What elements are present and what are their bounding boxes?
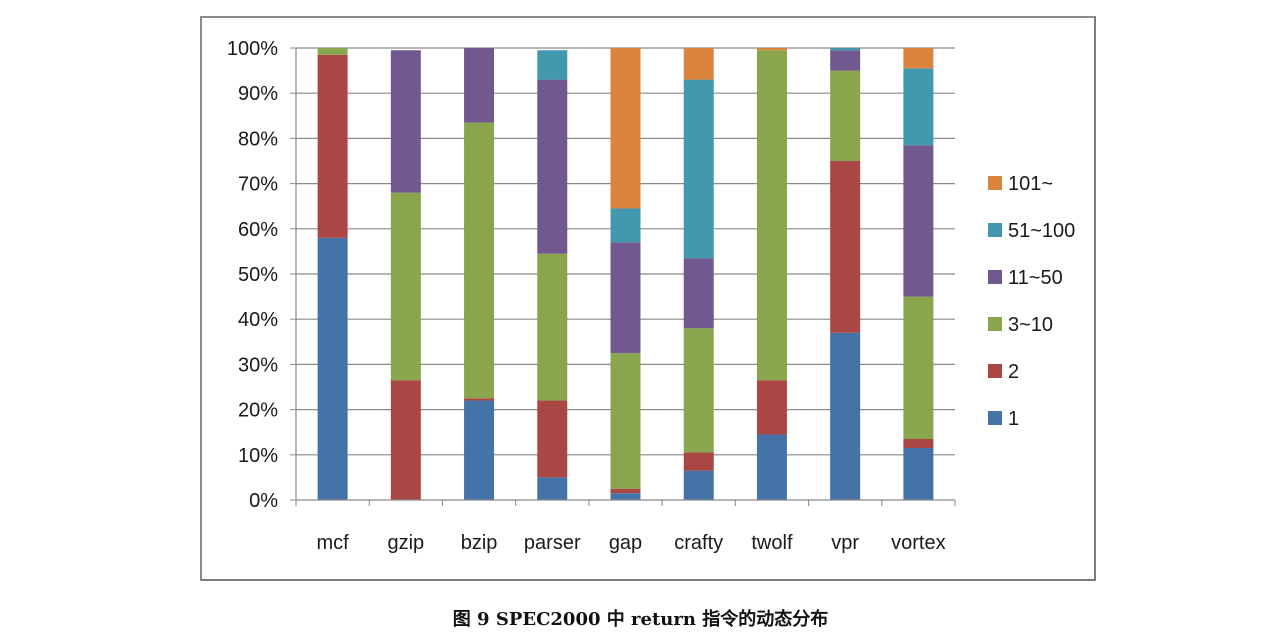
bar-segment [610, 208, 641, 243]
legend-swatch [988, 223, 1002, 237]
bar-segment [683, 79, 714, 259]
bar-segment [903, 448, 934, 500]
bar-segment [903, 296, 934, 439]
bar-segment [830, 161, 861, 333]
bar-segment [683, 328, 714, 453]
bar-segment [830, 48, 861, 51]
stacked-bar-chart: 0% 10% 20% 30% 40% 50% 60% 70% 80% 90% 100% mcf gzip… [227, 38, 1075, 554]
bar-segment [537, 400, 568, 478]
y-tick-label: 30% [238, 354, 278, 376]
legend-swatch [988, 364, 1002, 378]
bar-segment [537, 79, 568, 254]
bar-segment [903, 68, 934, 146]
bar-segment [464, 122, 495, 399]
bar-segment [903, 438, 934, 449]
bar-segment [390, 380, 421, 500]
bar-segment [390, 50, 421, 193]
y-tick-label: 40% [238, 309, 278, 331]
y-tick-label: 60% [238, 219, 278, 241]
bar-segment [610, 353, 641, 489]
legend-swatch [988, 411, 1002, 425]
bar-segment [756, 50, 787, 381]
bar-segment [537, 477, 568, 500]
x-tick-label: parser [524, 532, 581, 554]
legend-label: 2 [1008, 361, 1019, 383]
bar-segment [317, 48, 348, 55]
bar-segment [610, 493, 641, 500]
bars [317, 48, 934, 500]
bar-segment [756, 434, 787, 500]
y-tick-label: 20% [238, 400, 278, 422]
bar-segment [537, 50, 568, 80]
x-tick-label: crafty [674, 532, 723, 554]
x-tick-label: vortex [891, 532, 945, 554]
bar-segment [683, 48, 714, 80]
bar-segment [683, 258, 714, 329]
x-tick-label: vpr [831, 532, 859, 554]
legend-label: 51~100 [1008, 220, 1075, 242]
bar-segment [830, 50, 861, 71]
bar-segment [830, 70, 861, 161]
bar-segment [903, 48, 934, 69]
bar-segment [317, 237, 348, 500]
bar-segment [683, 452, 714, 471]
y-tick-label: 10% [238, 445, 278, 467]
y-tick-label: 70% [238, 174, 278, 196]
bar-segment [464, 48, 495, 123]
legend-swatch [988, 176, 1002, 190]
bar-segment [610, 488, 641, 494]
axes: 0% 10% 20% 30% 40% 50% 60% 70% 80% 90% 100% mcf gzip… [227, 38, 956, 554]
bar-segment [464, 398, 495, 401]
bar-segment [830, 332, 861, 500]
x-tick-label: gzip [387, 532, 424, 554]
bar-segment [903, 145, 934, 297]
legend-label: 1 [1008, 408, 1019, 430]
bar-segment [610, 242, 641, 354]
bar-segment [537, 253, 568, 401]
legend: 101~ 51~100 11~50 3~10 2 1 [988, 173, 1075, 430]
legend-label: 11~50 [1008, 267, 1063, 289]
x-tick-label: twolf [751, 532, 793, 554]
x-tick-label: gap [609, 532, 642, 554]
bar-segment [464, 400, 495, 500]
bar-segment [756, 48, 787, 51]
bar-segment [756, 380, 787, 435]
bar-segment [317, 54, 348, 238]
y-tick-label: 100% [227, 38, 278, 60]
chart-frame: 0% 10% 20% 30% 40% 50% 60% 70% 80% 90% 100% mcf gzip… [200, 16, 1096, 581]
legend-label: 3~10 [1008, 314, 1053, 336]
y-tick-label: 80% [238, 128, 278, 150]
legend-label: 101~ [1008, 173, 1053, 195]
legend-swatch [988, 317, 1002, 331]
y-tick-label: 90% [238, 83, 278, 105]
y-tick-label: 0% [249, 490, 278, 512]
bar-segment [683, 470, 714, 500]
x-tick-label: bzip [461, 532, 498, 554]
x-tick-label: mcf [317, 532, 350, 554]
bar-segment [610, 48, 641, 209]
y-tick-label: 50% [238, 264, 278, 286]
figure-caption: 图 9 SPEC2000 中 return 指令的动态分布 [452, 609, 829, 630]
bar-segment [390, 192, 421, 381]
legend-swatch [988, 270, 1002, 284]
